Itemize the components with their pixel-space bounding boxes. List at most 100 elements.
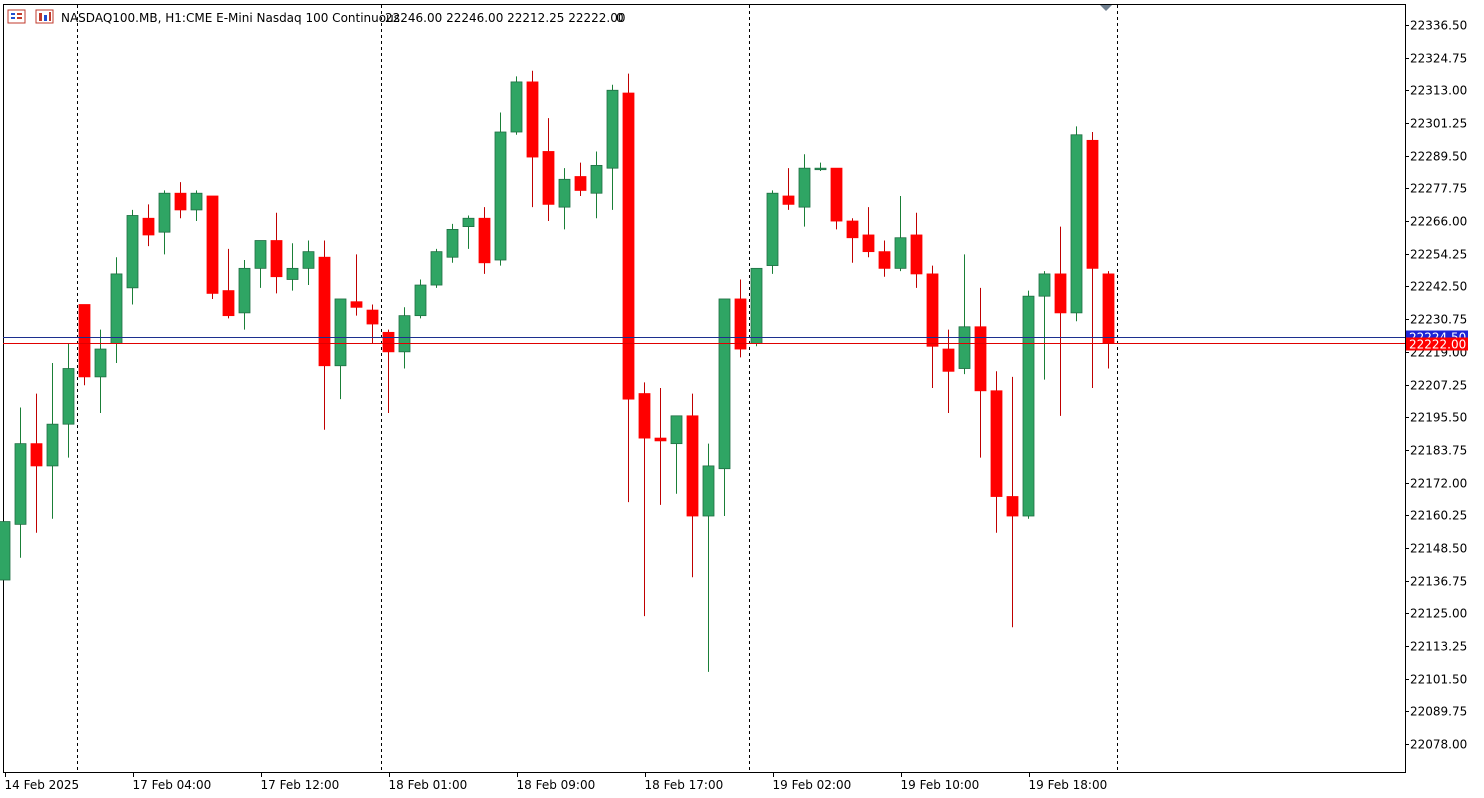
bearish-candle-body <box>878 251 891 269</box>
price-tick-label: 22136.75 <box>1410 575 1467 589</box>
bullish-candle-body <box>94 348 107 378</box>
bullish-candle-body <box>814 167 827 171</box>
bullish-candle-body <box>670 415 683 445</box>
bearish-candle-body <box>638 393 651 439</box>
time-tick-label: 18 Feb 17:00 <box>645 778 724 792</box>
candle <box>0 521 11 581</box>
candle <box>670 415 683 494</box>
bullish-candle-body <box>558 178 571 208</box>
candle <box>78 304 91 386</box>
candle <box>558 168 571 230</box>
time-axis[interactable]: 14 Feb 2025 17 Feb 04:00 17 Feb 12:00 18 Fe… <box>5 772 1108 792</box>
candle <box>254 240 267 288</box>
plot-frame <box>3 4 1406 773</box>
bullish-candle-body <box>254 240 267 269</box>
bearish-candle-body <box>846 220 859 239</box>
bullish-candle-body <box>590 164 603 194</box>
bullish-candle-body <box>798 167 811 208</box>
bearish-candle-body <box>734 298 747 350</box>
time-tick-label: 18 Feb 01:00 <box>389 778 468 792</box>
candle <box>782 168 795 210</box>
price-tick-label: 22089.75 <box>1410 705 1467 719</box>
time-tick-label: 17 Feb 12:00 <box>261 778 340 792</box>
bearish-candle-body <box>382 331 395 353</box>
bullish-candle-body <box>158 192 171 233</box>
candle <box>702 443 715 672</box>
candle <box>606 84 619 210</box>
bearish-candle-body <box>974 326 987 392</box>
candles <box>0 70 1115 672</box>
bullish-candle-body <box>190 192 203 211</box>
bullish-candle-body <box>0 521 11 581</box>
price-tick-label: 22301.25 <box>1410 117 1467 131</box>
bearish-candle-body <box>830 167 843 222</box>
bullish-candle-body <box>446 228 459 258</box>
time-tick-label: 18 Feb 09:00 <box>517 778 596 792</box>
candle <box>574 162 587 196</box>
time-tick-label: 19 Feb 10:00 <box>901 778 980 792</box>
bearish-candle-body <box>862 234 875 253</box>
bullish-candle-body <box>238 267 251 314</box>
candle <box>446 223 459 263</box>
bearish-candle-body <box>478 217 491 264</box>
chart-shift-marker[interactable] <box>1100 5 1112 11</box>
bearish-candle-body <box>1086 139 1099 269</box>
candle <box>302 240 315 286</box>
candle <box>750 267 763 347</box>
candle <box>590 151 603 219</box>
candle <box>30 393 43 533</box>
ohlc-values: 22246.00 22246.00 22212.25 22222.00 <box>385 11 625 25</box>
bullish-candle-body <box>430 251 443 286</box>
candle <box>190 190 203 222</box>
candle <box>318 240 331 430</box>
bid-price-tag <box>1406 337 1468 351</box>
price-tick-label: 22289.50 <box>1410 150 1467 164</box>
bullish-candle-body <box>718 298 731 470</box>
price-tick-label: 22113.25 <box>1410 640 1467 654</box>
candle <box>862 207 875 258</box>
candle <box>414 279 427 319</box>
price-axis[interactable]: 22336.50 22324.75 22313.00 22301.25 22289.50… <box>1405 19 1468 752</box>
chart-list-icon[interactable] <box>7 9 26 24</box>
bearish-candle-body <box>206 195 219 294</box>
bearish-candle-body <box>574 176 587 191</box>
candle <box>894 196 907 272</box>
price-tick-label: 22254.25 <box>1410 248 1467 262</box>
price-tick-label: 22172.00 <box>1410 477 1467 491</box>
bearish-candle-body <box>1102 273 1115 344</box>
bearish-candle-body <box>526 81 539 158</box>
candle <box>238 260 251 330</box>
price-tick-label: 22160.25 <box>1410 509 1467 523</box>
candle <box>830 167 843 230</box>
price-tick-label: 22195.50 <box>1410 411 1467 425</box>
bearish-candle-body <box>318 256 331 367</box>
ohlc-window-icon[interactable] <box>35 9 54 24</box>
time-tick-label: 17 Feb 04:00 <box>133 778 212 792</box>
bearish-candle-body <box>990 390 1003 497</box>
candle <box>142 204 155 247</box>
time-tick-label: 19 Feb 18:00 <box>1029 778 1108 792</box>
bullish-candle-body <box>46 423 59 467</box>
bearish-candle-body <box>926 273 939 347</box>
candle <box>494 112 507 266</box>
price-tick-label: 22336.50 <box>1410 19 1467 33</box>
volume-value: 0 <box>616 11 624 25</box>
candle <box>286 243 299 291</box>
bearish-candle-body <box>350 301 363 308</box>
bullish-candle-body <box>1038 273 1051 297</box>
candle <box>334 298 347 400</box>
bearish-candle-body <box>222 290 235 317</box>
bearish-candle-body <box>782 195 795 205</box>
bearish-candle-body <box>1054 273 1067 314</box>
bearish-candle-body <box>142 217 155 236</box>
candle <box>46 362 59 519</box>
bullish-candle-body <box>398 315 411 353</box>
bullish-candle-body <box>62 368 75 425</box>
time-tick-label: 14 Feb 2025 <box>5 778 80 792</box>
bullish-candle-body <box>510 81 523 133</box>
bullish-candle-body <box>494 131 507 261</box>
candle <box>990 371 1003 533</box>
chart-header: NASDAQ100.MB, H1: CME E-Mini Nasdaq 100 … <box>7 9 625 25</box>
